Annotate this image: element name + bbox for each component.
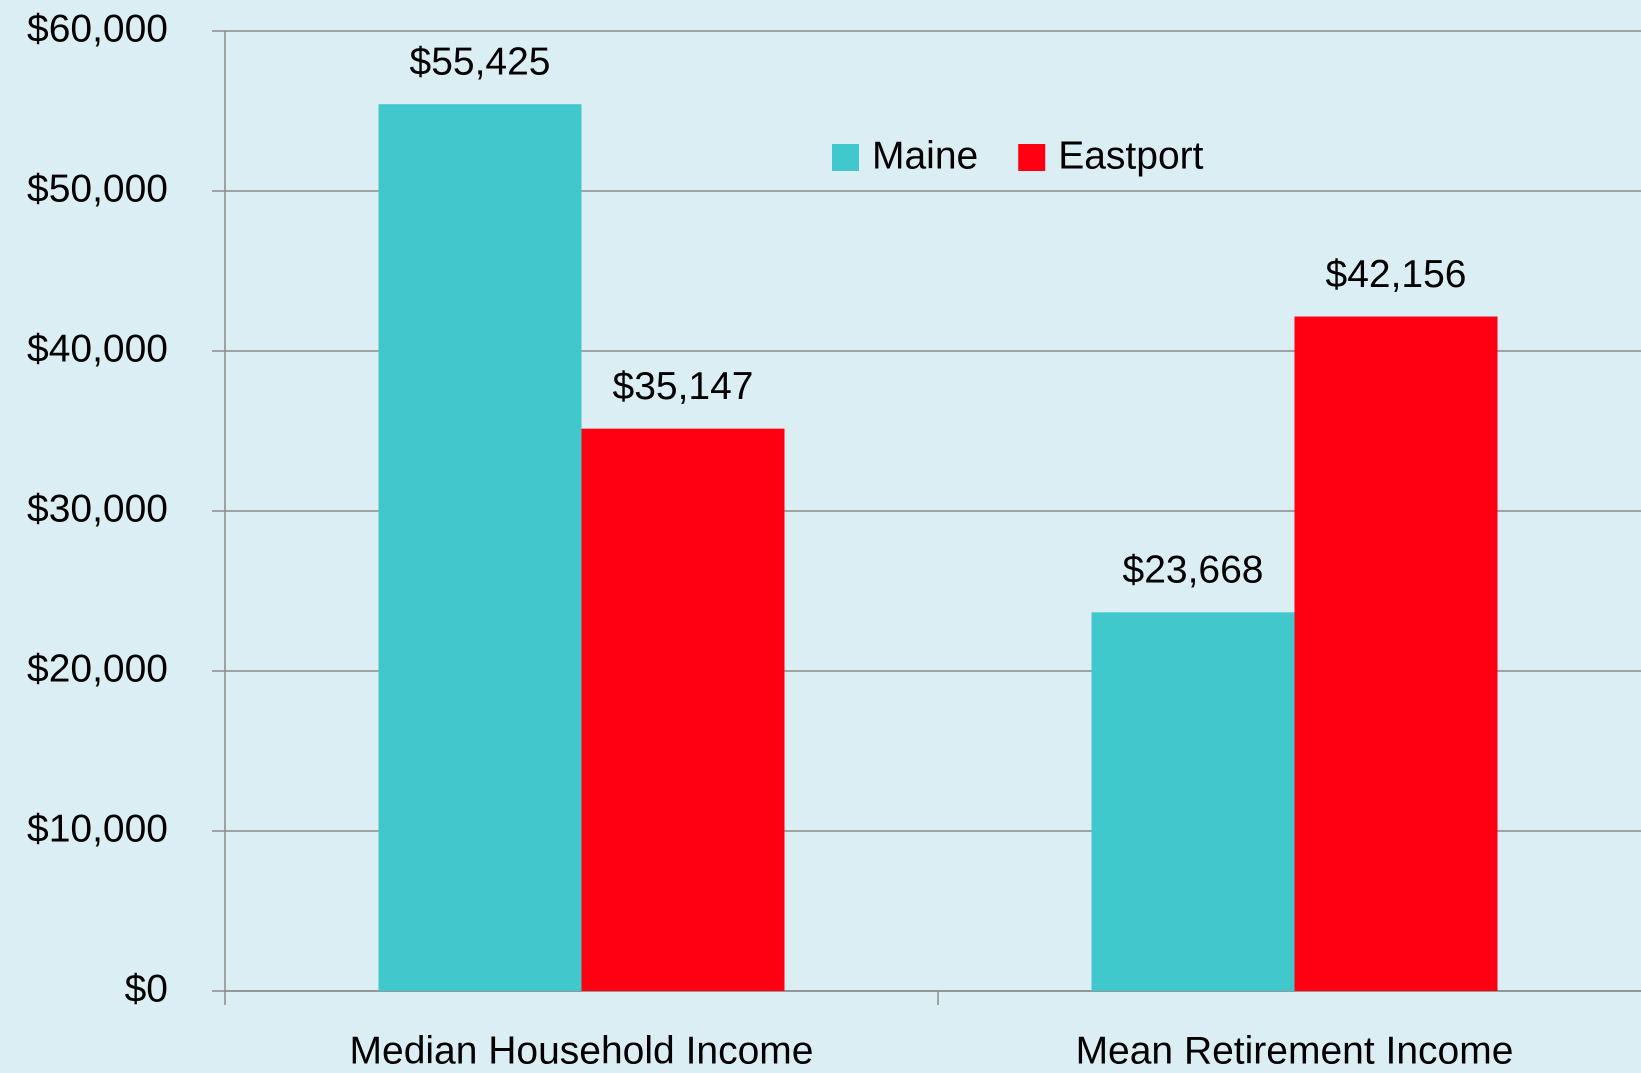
legend-label: Eastport <box>1058 134 1203 177</box>
legend-swatch <box>832 144 859 171</box>
y-tick-label: $30,000 <box>27 487 168 530</box>
legend-swatch <box>1018 144 1046 171</box>
value-label: $55,425 <box>410 40 551 83</box>
value-label: $35,147 <box>613 365 754 408</box>
value-label: $23,668 <box>1123 549 1264 592</box>
legend-label: Maine <box>872 134 978 177</box>
bar <box>1294 316 1498 991</box>
bar <box>1091 612 1295 991</box>
y-tick-label: $60,000 <box>27 7 168 50</box>
value-label: $42,156 <box>1326 253 1467 296</box>
y-tick-label: $0 <box>125 967 168 1010</box>
bar <box>581 428 785 991</box>
x-tick-label: Median Household Income <box>350 1029 814 1072</box>
bar <box>378 104 582 991</box>
y-tick-label: $50,000 <box>27 167 168 210</box>
y-tick-label: $10,000 <box>27 807 168 850</box>
y-tick-label: $20,000 <box>27 647 168 690</box>
y-tick-label: $40,000 <box>27 327 168 370</box>
x-tick-label: Mean Retirement Income <box>1076 1029 1514 1072</box>
